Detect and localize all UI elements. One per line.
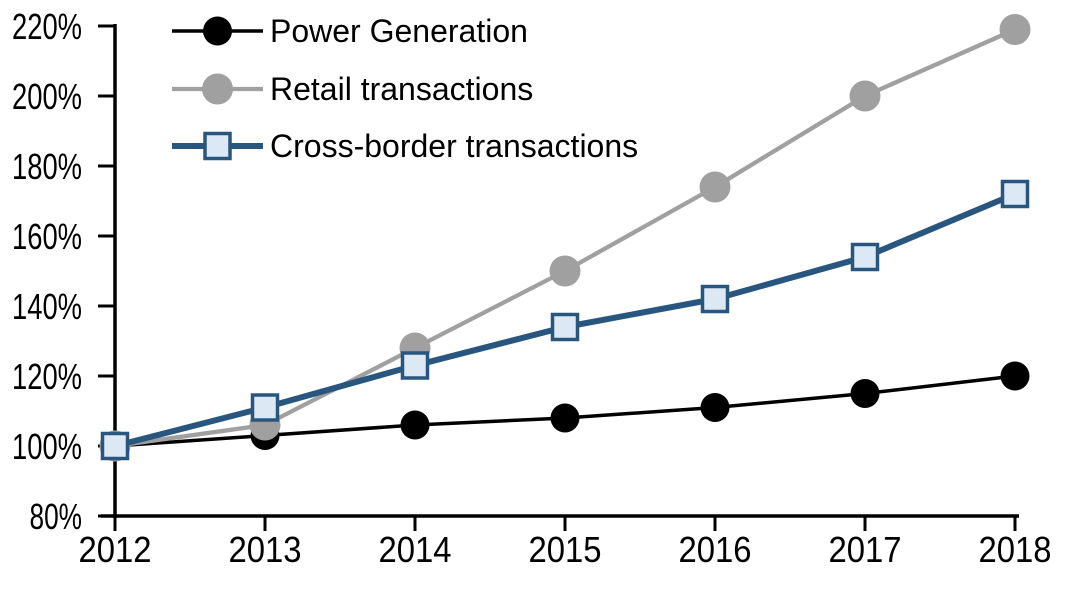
y-axis-label: 220% [12, 6, 82, 47]
x-axis-label: 2017 [829, 529, 902, 570]
y-axis-label: 200% [12, 76, 82, 117]
marker-retail-transactions [849, 80, 881, 112]
x-axis-label: 2014 [379, 529, 452, 570]
marker-power-generation [400, 410, 430, 440]
marker-cross-border-transactions [700, 284, 730, 314]
marker-power-generation [700, 393, 730, 422]
legend-marker-retail-transactions [202, 73, 233, 105]
legend-marker-cross-border-transactions [203, 131, 232, 161]
marker-cross-border-transactions [1000, 179, 1030, 209]
y-axis-label: 180% [12, 146, 82, 187]
marker-cross-border-transactions [550, 312, 580, 342]
x-axis-label: 2012 [79, 529, 152, 570]
x-axis-label: 2018 [979, 529, 1052, 570]
marker-retail-transactions [999, 14, 1031, 45]
y-axis-label: 120% [12, 356, 82, 397]
y-axis-label: 160% [12, 216, 82, 257]
marker-retail-transactions [549, 255, 581, 287]
x-axis-label: 2016 [679, 529, 752, 570]
y-axis-label: 140% [12, 286, 82, 327]
marker-power-generation [1000, 361, 1030, 391]
marker-power-generation [550, 403, 580, 433]
x-axis-label: 2013 [229, 529, 302, 570]
legend-label-cross-border-transactions: Cross-border transactions [270, 128, 638, 164]
marker-cross-border-transactions [100, 431, 130, 461]
marker-retail-transactions [699, 171, 731, 203]
legend-marker-power-generation [203, 16, 232, 46]
marker-cross-border-transactions [250, 393, 280, 422]
marker-cross-border-transactions [850, 242, 880, 272]
legend-label-retail-transactions: Retail transactions [270, 71, 533, 107]
marker-cross-border-transactions [400, 351, 430, 380]
y-axis-label: 80% [30, 496, 83, 537]
y-axis-label: 100% [12, 426, 82, 467]
x-axis-label: 2015 [529, 529, 602, 570]
series-line-retail-transactions [112, 27, 1018, 449]
marker-power-generation [850, 379, 880, 408]
legend-label-power-generation: Power Generation [270, 13, 528, 49]
